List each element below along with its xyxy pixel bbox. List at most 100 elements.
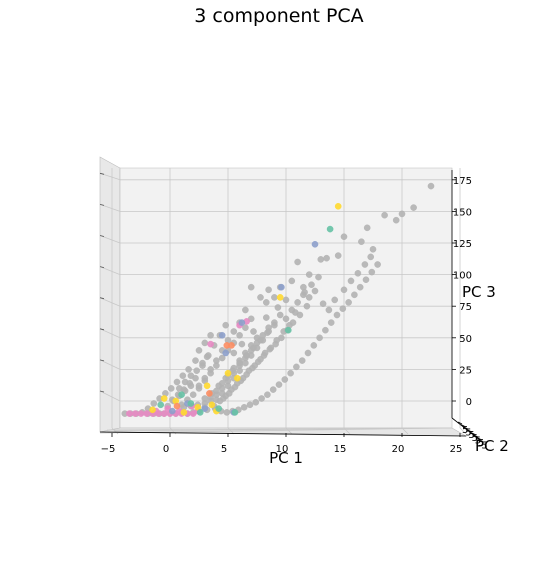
- left-gridline-z-2: [99, 328, 121, 339]
- left-tick-mark-6: [99, 204, 105, 206]
- point-green-7: [196, 409, 204, 416]
- y-tick-label-2: 5: [468, 430, 474, 441]
- point-gray-177: [361, 261, 369, 268]
- point-gray-166: [351, 291, 358, 299]
- z-axis-label: PC 3: [462, 283, 496, 301]
- left-gridline-z-0: [99, 390, 121, 402]
- y-axis-label: PC 2: [475, 437, 509, 455]
- y-tick-mark-2: [464, 426, 469, 430]
- y-tick-mark-1: [461, 424, 466, 427]
- point-blue-0: [311, 240, 319, 248]
- point-gray-182: [195, 347, 203, 354]
- point-gray-218: [294, 299, 301, 306]
- point-gray-212: [250, 344, 257, 352]
- point-gray-47: [254, 358, 262, 366]
- point-green-0: [326, 225, 334, 233]
- left-pane: [99, 156, 121, 433]
- point-gray-216: [282, 315, 290, 323]
- point-gray-186: [192, 357, 199, 364]
- point-gray-157: [298, 357, 306, 364]
- point-pink-1: [131, 410, 139, 417]
- point-gray-152: [269, 386, 277, 393]
- left-tick-mark-2: [99, 328, 105, 331]
- scatter-points: [121, 182, 435, 417]
- point-gray-5: [410, 204, 417, 211]
- point-gray-171: [319, 300, 327, 308]
- point-gray-43: [278, 334, 285, 342]
- y-tick-label-3: 5: [472, 433, 478, 444]
- point-gray-214: [264, 329, 271, 337]
- point-yellow-9: [180, 409, 188, 416]
- point-gray-193: [150, 400, 158, 407]
- point-gray-69: [230, 328, 238, 335]
- point-gray-173: [331, 296, 339, 304]
- point-gray-165: [345, 299, 352, 306]
- point-gray-160: [316, 334, 323, 342]
- point-gray-151: [264, 391, 271, 399]
- point-gray-2: [363, 224, 371, 232]
- point-gray-178: [367, 253, 375, 261]
- left-tick-mark-5: [99, 235, 105, 237]
- z-tick-label-5: 125: [453, 239, 472, 250]
- x-axis-ticks: −5 0 5 10 15 20 25: [101, 433, 462, 455]
- point-gray-175: [347, 277, 355, 285]
- point-gray-158: [304, 349, 312, 357]
- point-gray-8: [369, 245, 377, 253]
- y-tick-mark-5: [473, 434, 479, 438]
- z-tick-label-7: 175: [453, 176, 472, 187]
- point-gray-12: [294, 258, 301, 266]
- point-pink-2: [137, 410, 145, 417]
- point-gray-169: [368, 268, 376, 276]
- point-green-6: [231, 409, 239, 416]
- point-yellow-11: [208, 401, 216, 409]
- point-gray-163: [333, 311, 341, 319]
- point-gray-39: [303, 302, 311, 310]
- point-green-2: [178, 391, 185, 399]
- point-gray-211: [243, 352, 250, 359]
- point-blue-8: [168, 407, 176, 415]
- point-gray-18: [271, 294, 278, 301]
- x-axis-line: [99, 431, 467, 437]
- point-gray-141: [274, 304, 282, 311]
- point-gray-40: [296, 311, 304, 319]
- point-gray-74: [201, 374, 209, 382]
- y-axis-line: [451, 417, 481, 441]
- y-tick-label-5: 5: [478, 438, 484, 449]
- point-gray-130: [181, 378, 189, 386]
- point-green-3: [187, 400, 195, 407]
- floor-gridline-x-6: [459, 427, 467, 435]
- point-yellow-5: [160, 395, 168, 402]
- point-gray-159: [310, 342, 318, 349]
- left-gridline-z-4: [99, 266, 121, 275]
- point-gray-189: [173, 378, 181, 386]
- point-gray-139: [250, 328, 257, 335]
- point-gray-4: [392, 216, 400, 224]
- point-gray-13: [305, 271, 313, 278]
- point-gray-183: [201, 339, 209, 347]
- point-gray-207: [215, 382, 222, 390]
- point-gray-41: [289, 319, 297, 326]
- point-gray-140: [262, 314, 270, 321]
- point-gray-154: [281, 376, 289, 383]
- point-gray-128: [193, 367, 200, 375]
- y-tick-mark-6: [477, 437, 482, 440]
- x-tick-label-3: 10: [276, 444, 289, 455]
- point-yellow-0: [334, 202, 342, 210]
- point-gray-72: [213, 357, 220, 364]
- point-gray-21: [311, 287, 319, 295]
- point-orange-2: [206, 390, 213, 397]
- point-gray-52: [225, 390, 233, 397]
- point-gray-190: [167, 385, 175, 392]
- point-yellow-3: [203, 382, 211, 390]
- point-gray-215: [271, 321, 278, 329]
- point-gray-219: [301, 288, 308, 296]
- point-gray-217: [288, 306, 296, 314]
- point-gray-129: [187, 372, 195, 380]
- left-tick-mark-1: [99, 359, 105, 362]
- point-gray-161: [322, 326, 329, 334]
- point-pink-3: [143, 410, 151, 417]
- point-gray-19: [282, 296, 290, 304]
- point-gray-179: [247, 283, 255, 291]
- point-gray-176: [354, 269, 362, 277]
